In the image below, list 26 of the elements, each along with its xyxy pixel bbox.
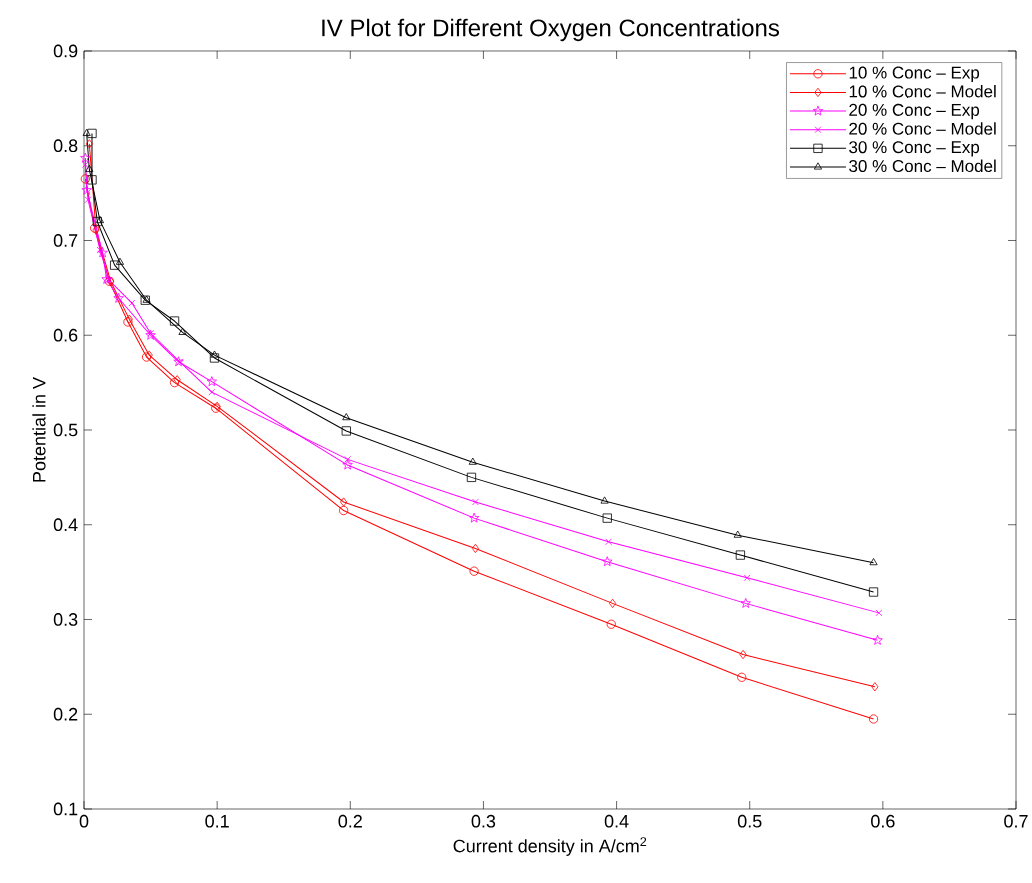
- y-tick-label: 0.7: [53, 234, 78, 247]
- y-tick-label: 0.5: [53, 423, 78, 437]
- y-axis-title: Potential in V: [32, 377, 46, 482]
- x-tick-label: 0.1: [205, 814, 229, 828]
- legend-label: 10 % Conc – Model: [849, 84, 996, 98]
- chart-title: IV Plot for Different Oxygen Concentrations: [322, 18, 779, 42]
- y-tick-label: 0.4: [53, 518, 78, 532]
- x-tick-label: 0.3: [471, 814, 496, 828]
- legend-label: 30 % Conc – Exp: [849, 141, 980, 157]
- x-axis-title: Current density in A/cm$^{2}$: [453, 837, 647, 856]
- y-tick-label: 0.1: [53, 802, 78, 816]
- y-tick-label: 0.3: [53, 613, 78, 626]
- y-tick-label: 0.8: [53, 139, 78, 153]
- y-tick-label: 0.2: [53, 707, 78, 721]
- legend-label: 20 % Conc – Exp: [849, 103, 980, 120]
- legend-label: 30 % Conc – Model: [849, 159, 996, 173]
- x-tick-label: 0: [79, 814, 89, 828]
- x-tick-label: 0.2: [338, 814, 362, 828]
- x-tick-label: 0.4: [604, 814, 629, 828]
- legend-label: 20 % Conc – Model: [849, 122, 996, 135]
- x-tick-label: 0.6: [871, 814, 895, 828]
- x-tick-label: 0.7: [1004, 814, 1028, 828]
- y-tick-label: 0.9: [53, 44, 78, 58]
- y-tick-label: 0.6: [53, 328, 78, 342]
- legend-label: 10 % Conc – Exp: [849, 66, 980, 82]
- x-tick-label: 0.5: [737, 814, 762, 828]
